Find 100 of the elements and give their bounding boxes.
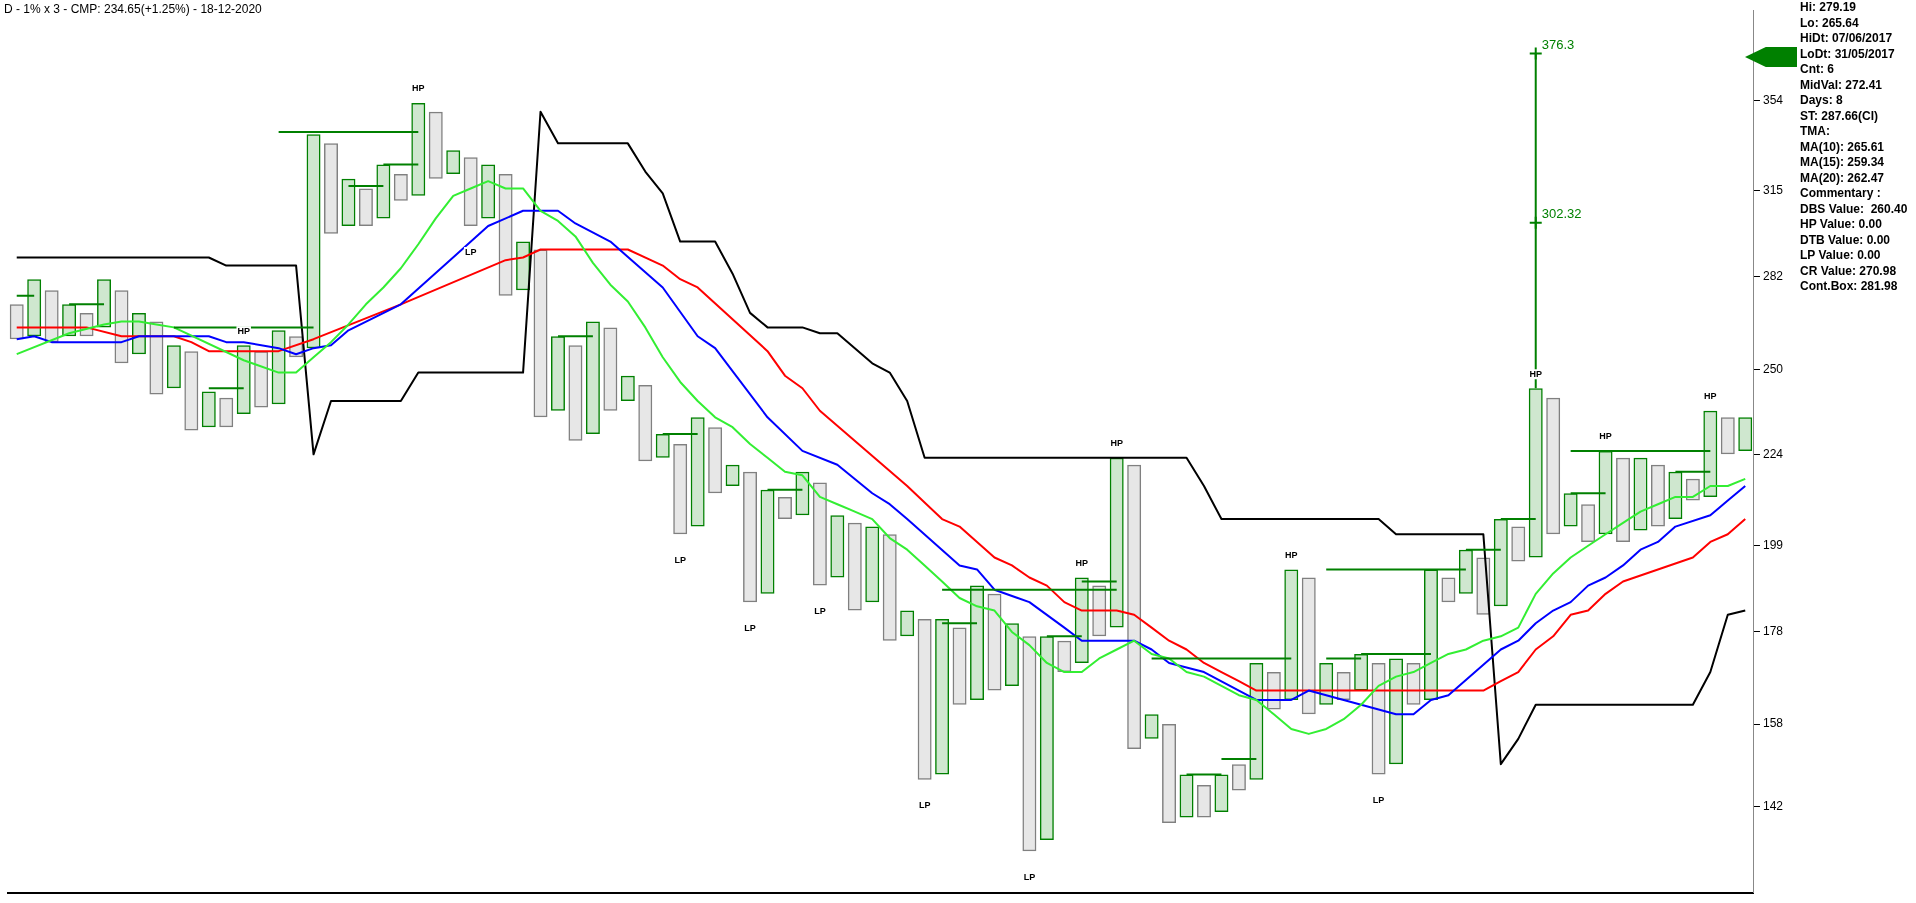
data-label: LP: [744, 622, 756, 633]
bar: [1720, 417, 1735, 455]
bar: [393, 173, 408, 201]
text: TMA:: [1800, 124, 1831, 140]
text: MA(10): 265.61: [1800, 139, 1886, 155]
bar: [1598, 450, 1613, 535]
text: DBS Value: 260.40: [1800, 201, 1908, 217]
y-tick-label: 282: [1762, 268, 1784, 283]
bar: [568, 345, 583, 441]
bar: [1581, 504, 1596, 542]
bar: [1144, 714, 1159, 739]
bar: [673, 444, 688, 535]
data-label: HP: [1529, 368, 1542, 379]
text: HiDt: 07/06/2017: [1800, 31, 1894, 47]
text: MA(15): 259.34: [1800, 155, 1886, 171]
bar: [725, 464, 740, 487]
bar: [324, 143, 338, 234]
bar: [1458, 549, 1473, 594]
data-label: HP: [412, 83, 425, 94]
bar: [655, 433, 670, 458]
bar: [1127, 464, 1142, 749]
y-tick-label: 315: [1762, 183, 1784, 198]
bar: [1546, 397, 1561, 535]
data-label: LP: [1372, 795, 1385, 806]
bar: [1109, 457, 1124, 628]
bar: [830, 515, 845, 578]
bar: [1738, 417, 1753, 451]
bar: [446, 150, 461, 174]
data-label: HP: [1110, 438, 1123, 449]
data-label: LP: [674, 554, 686, 565]
text: CR Value: 270.98: [1800, 263, 1898, 279]
bar: [1197, 785, 1211, 818]
bar: [882, 534, 897, 641]
bar: [917, 619, 932, 780]
text: LP Value: 0.00: [1800, 248, 1882, 264]
text: DTB Value: 0.00: [1800, 232, 1892, 248]
bar: [987, 593, 1002, 691]
bar: [585, 321, 600, 434]
bar: [463, 157, 478, 227]
bar: [551, 336, 565, 411]
data-label: LP: [464, 246, 477, 257]
y-tick-label: 158: [1762, 716, 1784, 731]
bar: [760, 489, 775, 594]
bar: [865, 526, 880, 603]
text: Hi: 279.19: [1800, 0, 1858, 16]
bar: [1301, 577, 1316, 715]
bar: [1231, 764, 1246, 791]
text: Lo: 265.64: [1800, 15, 1860, 31]
data-label: LP: [1023, 871, 1036, 882]
bar: [952, 627, 967, 705]
bar: [812, 482, 827, 586]
data-label: HP: [237, 325, 250, 336]
data-label: LP: [814, 606, 826, 617]
bar: [1511, 526, 1526, 562]
bar: [638, 385, 653, 462]
bar: [1616, 457, 1631, 542]
bar: [620, 375, 635, 402]
bar: [1022, 636, 1037, 852]
bar: [690, 417, 705, 527]
bar: [184, 351, 199, 431]
y-tick-label: 224: [1762, 446, 1784, 461]
bar: [428, 111, 443, 179]
data-label: 302.32: [1541, 206, 1582, 222]
bar: [27, 279, 42, 337]
text: Cont.Box: 281.98: [1800, 279, 1899, 295]
bar: [1563, 493, 1578, 527]
y-tick-label: 250: [1762, 361, 1784, 376]
text: Days: 8: [1800, 93, 1844, 109]
bar: [777, 496, 792, 520]
data-label: LP: [918, 800, 931, 811]
y-tick-label: 354: [1762, 93, 1784, 108]
text: ST: 287.66(CI): [1800, 108, 1880, 124]
bar: [533, 249, 548, 418]
text: MA(20): 262.47: [1800, 170, 1886, 186]
bar: [708, 427, 723, 494]
data-label: HP: [1704, 391, 1717, 402]
text: Commentary :: [1800, 186, 1882, 202]
bar: [900, 610, 915, 637]
bar: [1162, 724, 1177, 824]
bar: [1441, 577, 1456, 603]
data-label: 376.3: [1541, 37, 1575, 53]
y-tick-label: 199: [1762, 538, 1784, 553]
bar: [358, 188, 373, 227]
y-tick-label: 178: [1762, 624, 1784, 639]
bar: [603, 327, 618, 411]
bar: [1493, 519, 1508, 607]
data-label: HP: [1285, 549, 1298, 560]
text: Cnt: 6: [1800, 62, 1835, 78]
text: MidVal: 272.41: [1800, 77, 1884, 93]
bar: [847, 522, 862, 611]
bar: [1650, 464, 1665, 527]
text: LoDt: 31/05/2017: [1800, 46, 1896, 62]
text: HP Value: 0.00: [1800, 217, 1883, 233]
y-tick-label: 142: [1762, 798, 1784, 813]
bar: [743, 471, 758, 603]
bar: [201, 391, 216, 428]
bar: [166, 345, 181, 389]
bar: [1633, 457, 1648, 531]
data-label: HP: [1599, 431, 1612, 442]
data-label: HP: [1075, 557, 1089, 568]
